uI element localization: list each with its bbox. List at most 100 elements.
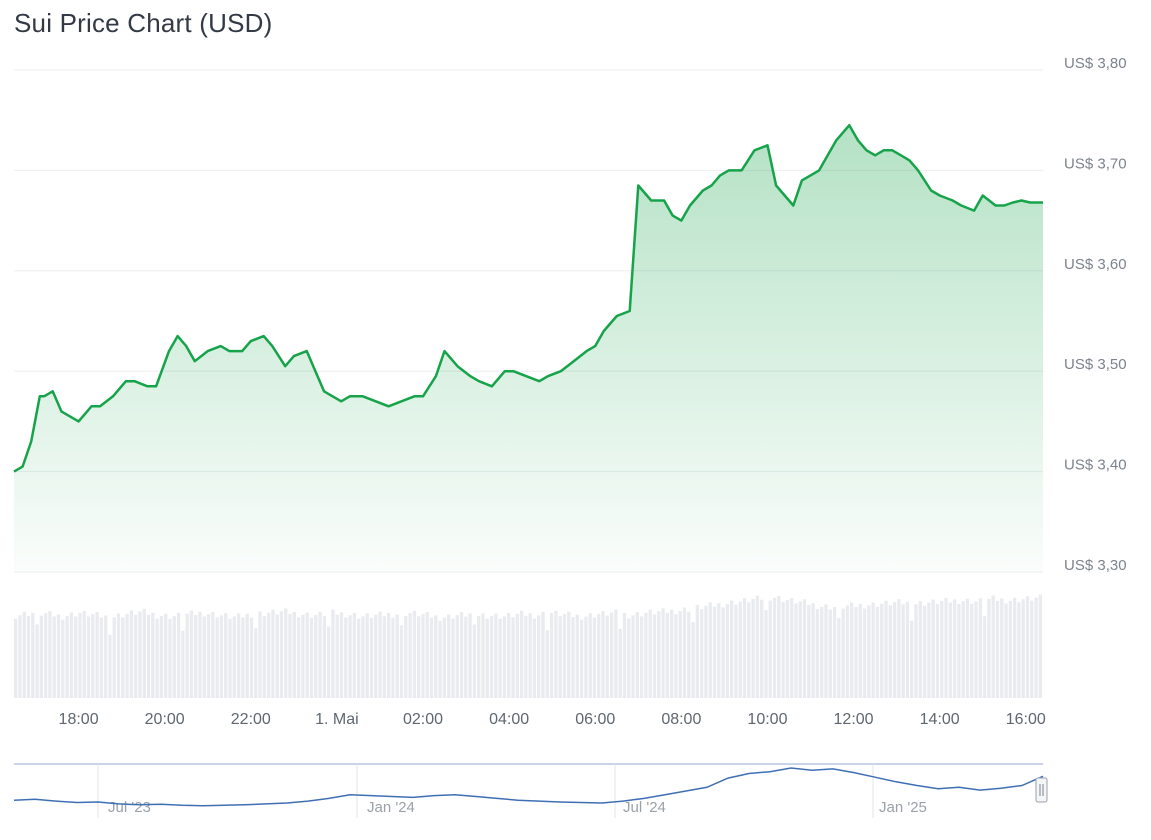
volume-bar: [326, 626, 331, 698]
volume-bar: [922, 605, 927, 698]
volume-bar: [738, 601, 742, 698]
volume-bar: [138, 611, 142, 698]
y-tick-label: US$ 3,50: [1064, 356, 1127, 373]
volume-bar: [798, 601, 802, 698]
volume-bar: [408, 612, 412, 698]
volume-bar: [125, 613, 129, 698]
volume-bar: [700, 609, 704, 698]
volume-bar: [459, 612, 464, 698]
volume-bar: [44, 613, 48, 698]
volume-bar: [695, 604, 699, 698]
volume-bar: [674, 614, 678, 698]
volume-bar: [489, 616, 494, 698]
x-tick-label: 06:00: [575, 711, 615, 728]
volume-bar: [875, 606, 880, 698]
price-line[interactable]: [13, 123, 1043, 473]
volume-bar: [712, 606, 717, 698]
volume-bar: [31, 613, 35, 698]
volume-bar: [395, 614, 399, 698]
volume-bar: [61, 619, 65, 698]
volume-bar: [412, 610, 417, 698]
volume-bar: [134, 614, 138, 698]
volume-bar: [348, 615, 352, 698]
volume-bar: [730, 600, 734, 698]
volume-bar: [1017, 602, 1021, 698]
volume-bar: [815, 608, 820, 698]
volume-bar: [365, 613, 369, 698]
x-tick-label: 04:00: [489, 711, 529, 728]
volume-bar: [777, 596, 781, 698]
volume-bar: [335, 614, 339, 698]
volume-bar: [168, 618, 172, 698]
volume-bar: [198, 611, 202, 698]
volume-bar: [622, 612, 627, 698]
volume-bar: [854, 607, 858, 698]
volume-bar: [978, 598, 982, 698]
volume-bar: [918, 601, 922, 698]
x-tick-label: 20:00: [145, 711, 185, 728]
volume-bar: [357, 618, 361, 698]
volume-bar: [1012, 597, 1017, 698]
volume-bar: [880, 603, 884, 698]
volume-bar: [95, 612, 99, 698]
volume-bar: [635, 612, 639, 698]
price-line-group: [13, 123, 1043, 473]
volume-bar: [1021, 599, 1025, 698]
volume-bar: [344, 617, 348, 698]
volume-bar: [597, 614, 601, 698]
volume-bar: [39, 615, 44, 698]
volume-bar: [644, 612, 648, 698]
volume-bar: [888, 605, 892, 698]
x-tick-label: 16:00: [1006, 711, 1046, 728]
range-navigator[interactable]: Jul '23 Jan '24 Jul '24 Jan '25: [13, 763, 1048, 818]
volume-bar: [657, 611, 661, 698]
volume-bar: [725, 604, 730, 698]
volume-bar: [151, 612, 155, 698]
volume-bar: [892, 602, 897, 698]
volume-bar: [1000, 598, 1004, 698]
volume-bar: [447, 614, 451, 698]
volume-bar: [352, 613, 356, 698]
volume-bar: [369, 617, 374, 698]
navigator-handle[interactable]: [1035, 777, 1048, 803]
volume-bar: [404, 615, 408, 698]
volume-bar: [871, 602, 875, 698]
volume-bar: [206, 614, 211, 698]
volume-bar: [22, 611, 26, 698]
y-tick-label: US$ 3,30: [1064, 557, 1127, 574]
volume-bar: [790, 598, 794, 698]
navigator-tick-label: Jan '25: [879, 799, 927, 816]
x-tick-label: 12:00: [834, 711, 874, 728]
volume-bar: [554, 610, 558, 698]
volume-bar: [78, 613, 82, 698]
volume-bar: [511, 617, 515, 698]
volume-bar: [927, 602, 931, 698]
volume-bar: [914, 604, 918, 698]
volume-bar: [717, 603, 721, 698]
volume-bar: [361, 616, 365, 698]
volume-bar: [498, 618, 502, 698]
volume-bar: [1008, 600, 1012, 698]
volume-bar: [545, 630, 549, 698]
volume-bar: [987, 599, 991, 698]
volume-bar: [65, 616, 69, 698]
volume-bar: [189, 610, 194, 698]
volume-bar: [249, 617, 254, 698]
volume-bar: [194, 614, 198, 698]
volume-bar: [434, 615, 438, 698]
price-area-fill: [14, 125, 1043, 572]
volume-bar: [850, 602, 854, 698]
volume-bar: [451, 618, 455, 698]
volume-bar: [292, 611, 296, 698]
volume-bar: [318, 611, 322, 698]
volume-bar: [305, 612, 309, 698]
volume-bar: [541, 612, 545, 698]
volume-bar: [322, 615, 326, 698]
volume-bar: [669, 609, 674, 698]
volume-bar: [104, 615, 108, 698]
volume-bar: [442, 617, 447, 698]
volume-bar: [275, 614, 279, 698]
x-tick-label: 18:00: [59, 711, 99, 728]
volume-bars: [14, 594, 1042, 698]
